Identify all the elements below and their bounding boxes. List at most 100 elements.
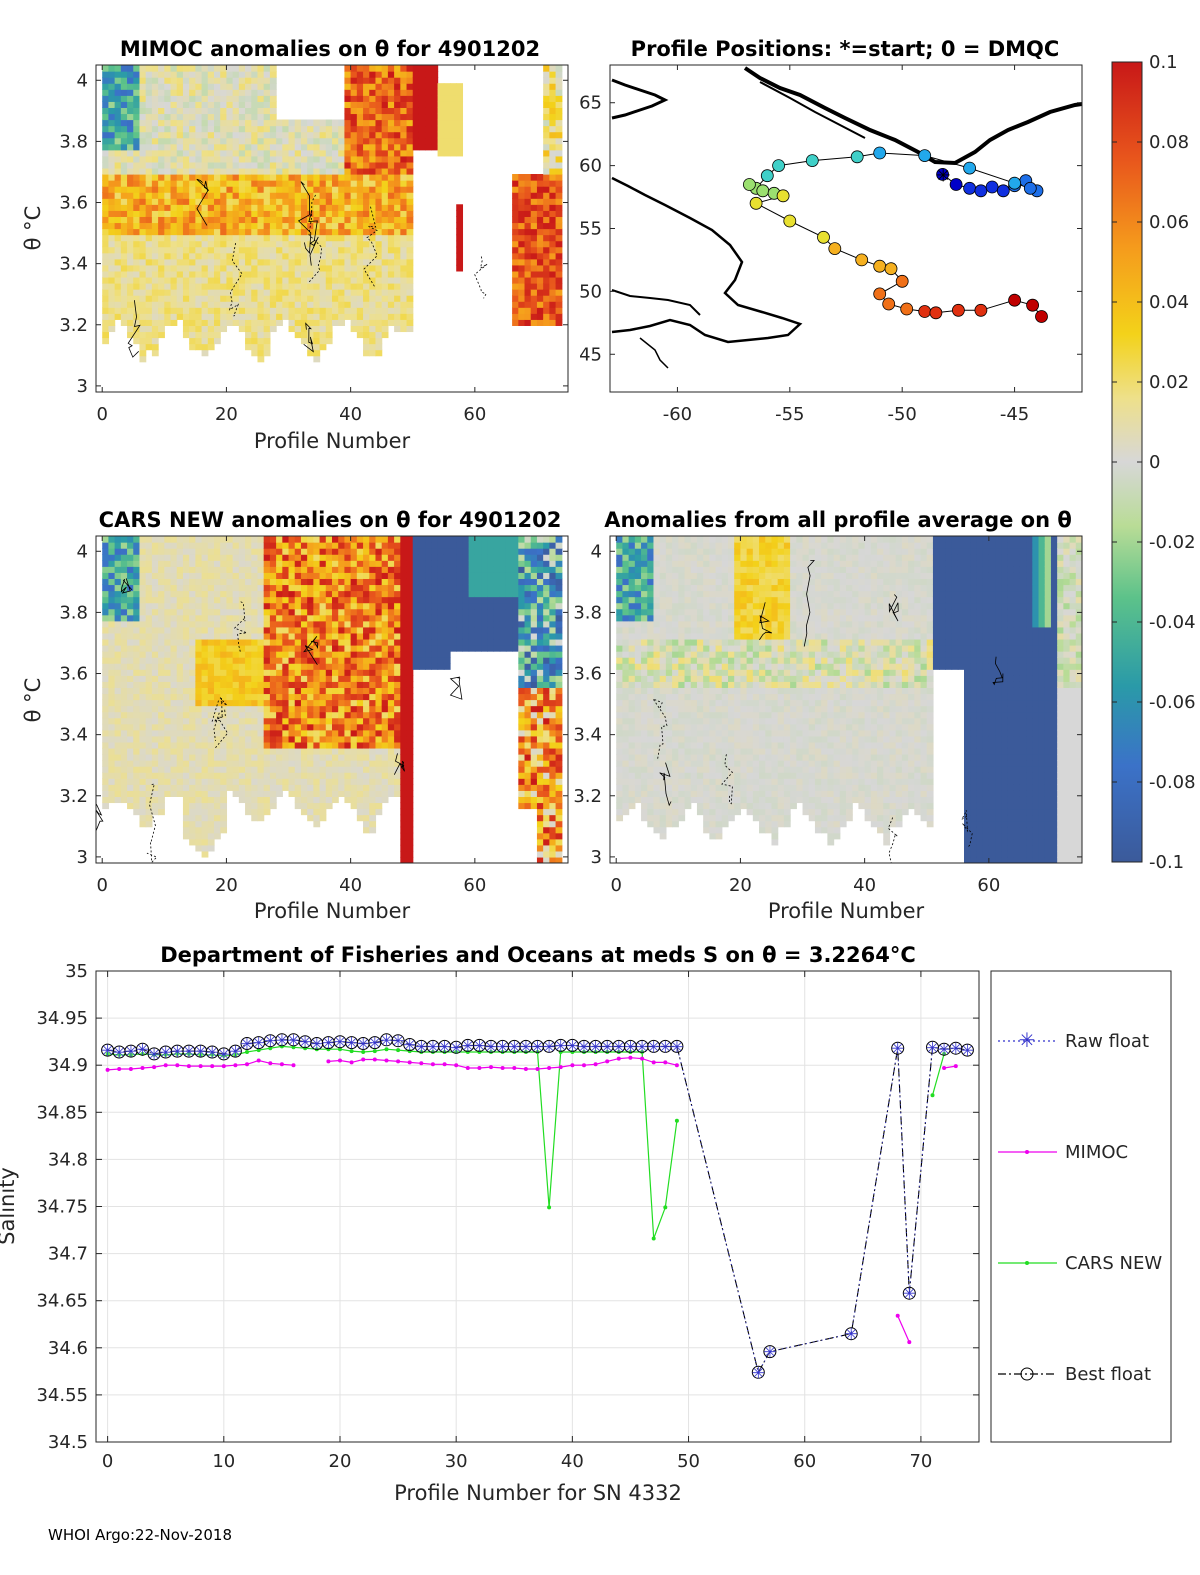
heatmap-cell xyxy=(158,699,165,707)
heatmap-cell xyxy=(220,548,228,555)
heatmap-cell xyxy=(127,760,134,767)
heatmap-cell xyxy=(245,337,252,345)
heatmap-cell xyxy=(431,143,439,151)
heatmap-cell xyxy=(226,83,234,90)
heatmap-cell xyxy=(158,778,165,785)
heatmap-cell xyxy=(394,602,401,610)
heatmap-cell xyxy=(555,167,563,175)
heatmap-cell xyxy=(251,167,259,175)
heatmap-cell xyxy=(257,283,265,290)
heatmap-cell xyxy=(257,687,265,695)
heatmap-cell xyxy=(356,65,364,72)
y-tick-label: 3.4 xyxy=(59,254,88,275)
heatmap-cell xyxy=(207,693,215,701)
heatmap-cell xyxy=(381,313,389,320)
heatmap-cell xyxy=(214,240,221,248)
heatmap-cell xyxy=(108,596,116,604)
heatmap-cell xyxy=(288,651,296,658)
heatmap-cell xyxy=(269,125,277,133)
heatmap-cell xyxy=(182,663,190,670)
heatmap-cell xyxy=(456,89,464,96)
heatmap-cell xyxy=(319,802,327,810)
heatmap-cell xyxy=(276,143,283,151)
heatmap-cell xyxy=(189,687,196,695)
heatmap-cell xyxy=(164,729,172,737)
heatmap-cell xyxy=(201,283,209,290)
heatmap-cell xyxy=(214,699,221,707)
heatmap-cell xyxy=(394,772,401,779)
heatmap-cell xyxy=(313,651,321,658)
heatmap-cell xyxy=(381,325,389,333)
heatmap-cell xyxy=(425,107,432,115)
heatmap-cell xyxy=(313,283,321,290)
heatmap-cell xyxy=(276,167,283,175)
heatmap-cell xyxy=(375,754,383,761)
heatmap-cell xyxy=(394,101,401,108)
heatmap-cell xyxy=(313,143,321,151)
heatmap-cell xyxy=(555,240,563,248)
heatmap-cell xyxy=(238,107,246,115)
heatmap-cell xyxy=(369,790,377,797)
heatmap-cell xyxy=(176,632,184,640)
heatmap-cell xyxy=(257,252,265,260)
heatmap-cell xyxy=(406,554,414,561)
heatmap-cell xyxy=(257,307,265,314)
heatmap-cell xyxy=(294,657,302,664)
heatmap-cell xyxy=(201,850,209,858)
heatmap-cell xyxy=(226,693,234,701)
heatmap-cell xyxy=(294,180,302,187)
heatmap-cell xyxy=(276,754,283,761)
heatmap-cell xyxy=(350,687,358,695)
heatmap-cell xyxy=(394,77,401,84)
heatmap-cell xyxy=(108,790,116,797)
heatmap-cell xyxy=(294,119,302,127)
y-tick-label: 3.8 xyxy=(59,131,88,152)
heatmap-cell xyxy=(381,113,389,121)
heatmap-cell xyxy=(307,572,314,579)
heatmap-cell xyxy=(276,626,283,634)
heatmap-cell xyxy=(127,741,134,749)
heatmap-cell xyxy=(524,313,532,320)
heatmap-cell xyxy=(387,155,395,163)
heatmap-cell xyxy=(238,95,246,102)
heatmap-cell xyxy=(214,289,221,296)
heatmap-cell xyxy=(164,131,172,139)
heatmap-cell xyxy=(369,729,377,737)
heatmap-cell xyxy=(387,216,395,224)
heatmap-cell xyxy=(406,137,414,145)
heatmap-cell xyxy=(114,192,122,199)
heatmap-cell xyxy=(201,313,209,320)
heatmap-cell xyxy=(313,276,321,284)
heatmap-cell xyxy=(170,590,178,598)
heatmap-cell xyxy=(344,283,352,290)
heatmap-cell xyxy=(133,741,141,749)
heatmap-cell xyxy=(288,295,296,302)
heatmap-cell xyxy=(238,754,246,761)
heatmap-cell xyxy=(257,222,265,230)
heatmap-cell xyxy=(325,723,333,731)
heatmap-cell xyxy=(412,101,420,108)
heatmap-cell xyxy=(549,180,557,187)
heatmap-cell xyxy=(263,632,271,640)
heatmap-cell xyxy=(294,174,302,181)
heatmap-cell xyxy=(325,186,333,193)
heatmap-cell xyxy=(189,343,196,351)
heatmap-cell xyxy=(400,301,408,308)
heatmap-cell xyxy=(338,246,346,254)
heatmap-cell xyxy=(344,174,352,181)
heatmap-cell xyxy=(182,772,190,779)
heatmap-cell xyxy=(120,741,128,749)
heatmap-cell xyxy=(369,149,377,157)
heatmap-cell xyxy=(387,638,395,646)
heatmap-cell xyxy=(158,754,165,761)
heatmap-cell xyxy=(102,784,110,791)
heatmap-cell xyxy=(164,319,172,326)
heatmap-cell xyxy=(170,614,178,622)
heatmap-cell xyxy=(145,186,153,193)
heatmap-cell xyxy=(182,657,190,664)
heatmap-cell xyxy=(238,313,246,320)
heatmap-cell xyxy=(307,307,314,314)
heatmap-cell xyxy=(263,626,271,634)
heatmap-cell xyxy=(108,325,116,333)
heatmap-cell xyxy=(294,802,302,810)
